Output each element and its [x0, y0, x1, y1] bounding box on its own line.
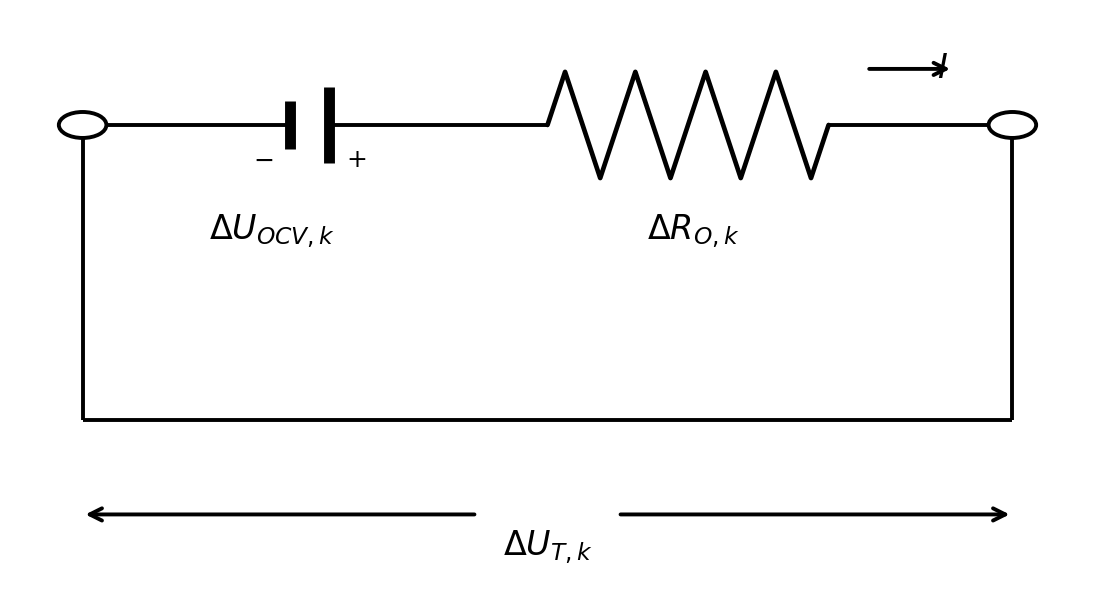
- Text: $+$: $+$: [346, 149, 366, 172]
- Circle shape: [989, 112, 1036, 138]
- Text: $\Delta U_{OCV,k}$: $\Delta U_{OCV,k}$: [209, 212, 335, 250]
- Text: $\Delta U_{T,k}$: $\Delta U_{T,k}$: [503, 528, 592, 566]
- Circle shape: [59, 112, 106, 138]
- Text: $\Delta R_{O,k}$: $\Delta R_{O,k}$: [647, 212, 740, 250]
- Text: $-$: $-$: [253, 149, 274, 172]
- Text: $I$: $I$: [936, 53, 947, 85]
